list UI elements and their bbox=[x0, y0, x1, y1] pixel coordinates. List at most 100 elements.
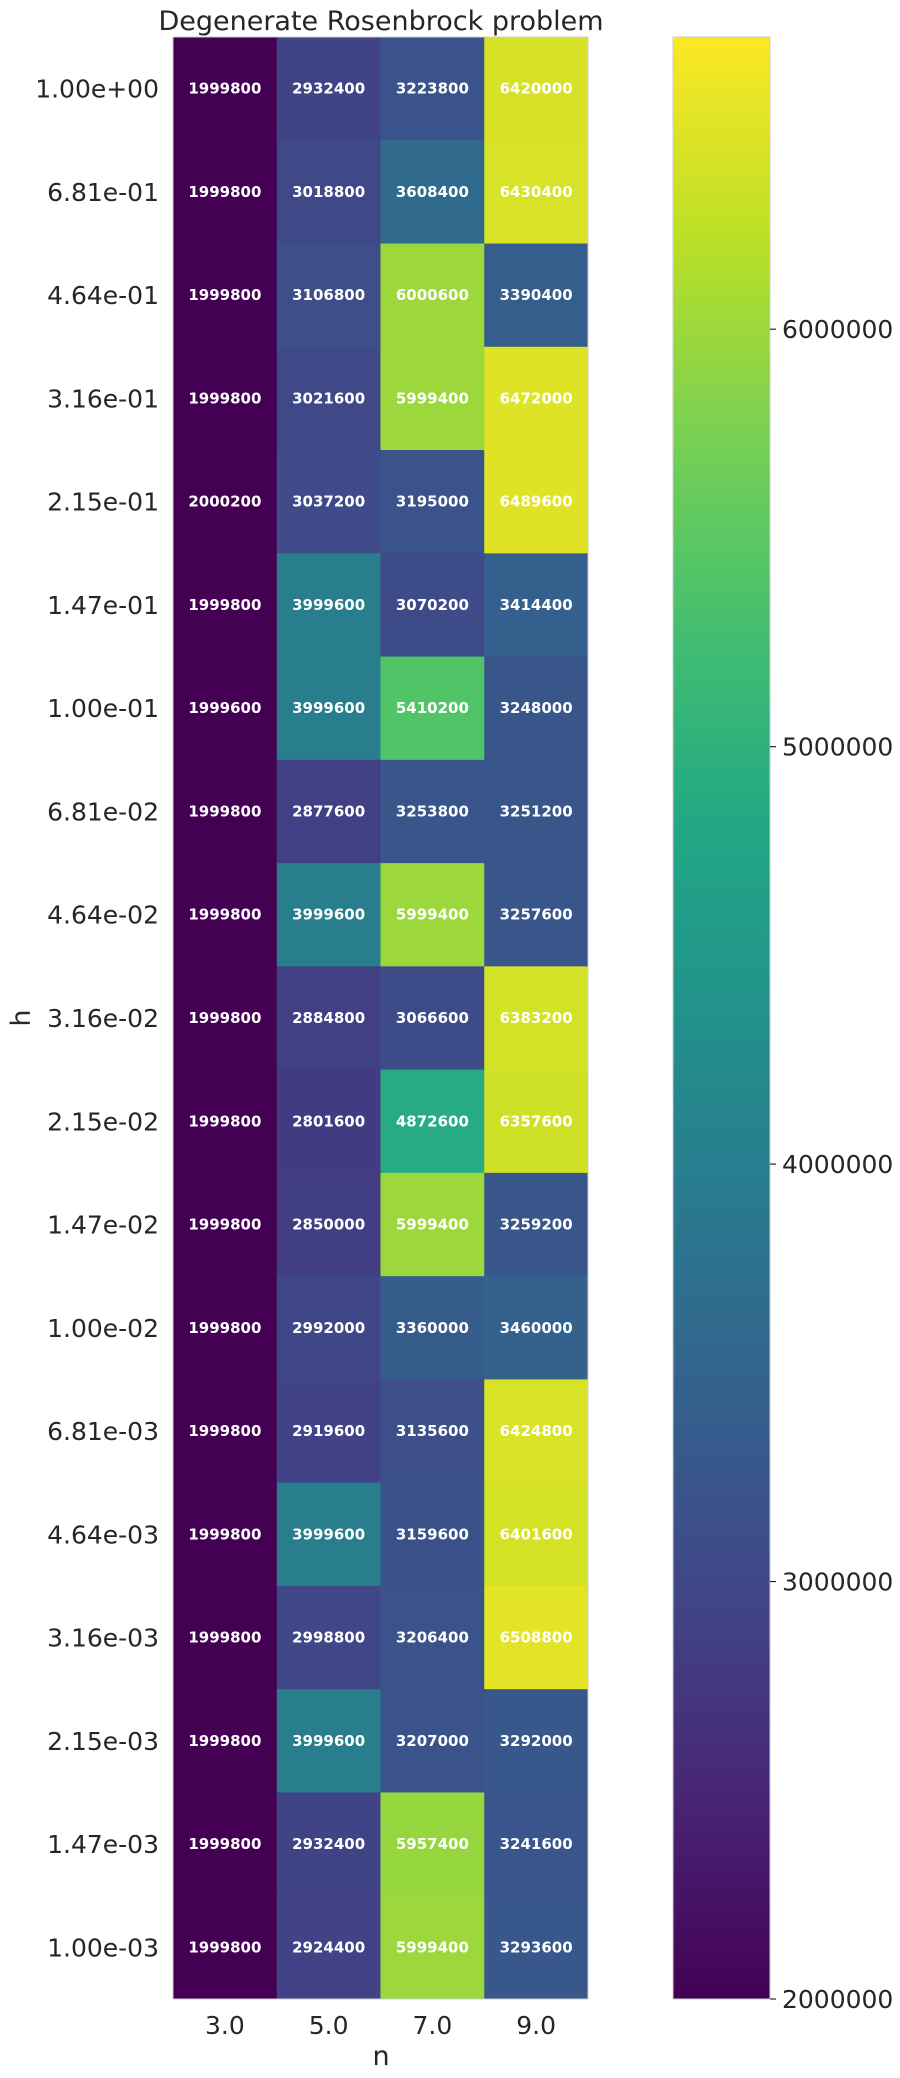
heatmap-cell bbox=[276, 863, 381, 967]
heatmap-cell bbox=[173, 1895, 278, 2000]
heatmap-cell bbox=[276, 1276, 381, 1380]
heatmap-cell bbox=[484, 1689, 589, 1793]
heatmap-cell bbox=[484, 1585, 589, 1690]
heatmap-cell bbox=[380, 346, 485, 451]
heatmap-cell bbox=[380, 1585, 485, 1690]
x-tick-label: 3.0 bbox=[205, 2011, 245, 2040]
cell-value-label: 1999800 bbox=[188, 1732, 261, 1750]
heatmap-cell bbox=[173, 346, 278, 451]
heatmap-cell bbox=[276, 346, 381, 451]
cell-value-label: 6357600 bbox=[500, 1112, 573, 1130]
cell-value-label: 3106800 bbox=[292, 286, 365, 304]
cell-value-label: 3608400 bbox=[396, 183, 469, 201]
heatmap-cell bbox=[484, 1069, 589, 1174]
heatmap-cell bbox=[173, 450, 278, 554]
cell-value-label: 6489600 bbox=[500, 493, 573, 511]
heatmap-cell bbox=[276, 37, 381, 141]
heatmap-cell bbox=[380, 863, 485, 967]
cell-value-label: 3257600 bbox=[500, 906, 573, 924]
y-tick-label: 6.81e-03 bbox=[47, 1417, 159, 1446]
heatmap-cell bbox=[380, 450, 485, 554]
cell-value-label: 4872600 bbox=[396, 1112, 469, 1130]
cell-value-label: 3414400 bbox=[500, 596, 573, 614]
heatmap-cell bbox=[173, 1792, 278, 1897]
y-tick-label: 6.81e-02 bbox=[47, 797, 159, 826]
heatmap-cell bbox=[380, 966, 485, 1071]
heatmap-cell bbox=[173, 1585, 278, 1690]
heatmap-cell bbox=[380, 656, 485, 761]
heatmap-cell bbox=[173, 553, 278, 658]
cell-value-label: 3223800 bbox=[396, 80, 469, 98]
heatmap-cell bbox=[380, 759, 485, 864]
cell-value-label: 3999600 bbox=[292, 906, 365, 924]
cell-value-label: 1999800 bbox=[188, 1938, 261, 1956]
cell-value-label: 6508800 bbox=[500, 1629, 573, 1647]
x-axis-label: n bbox=[372, 2041, 389, 2072]
heatmap-cell bbox=[484, 1792, 589, 1897]
heatmap-cell bbox=[484, 863, 589, 967]
heatmap-cell bbox=[484, 966, 589, 1071]
heatmap-cell bbox=[276, 553, 381, 658]
cell-value-label: 2000200 bbox=[188, 493, 261, 511]
y-axis-label: h bbox=[6, 1009, 37, 1026]
heatmap-cell bbox=[380, 553, 485, 658]
chart-title: Degenerate Rosenbrock problem bbox=[158, 6, 603, 37]
cell-value-label: 1999800 bbox=[188, 596, 261, 614]
cell-value-label: 1999800 bbox=[188, 1112, 261, 1130]
heatmap-cell bbox=[173, 863, 278, 967]
y-tick-label: 1.00e-02 bbox=[47, 1314, 159, 1343]
heatmap-cell bbox=[173, 656, 278, 761]
heatmap-cell bbox=[484, 553, 589, 658]
heatmap-cell bbox=[173, 1172, 278, 1277]
cell-value-label: 5999400 bbox=[396, 906, 469, 924]
colorbar-tick-label: 5000000 bbox=[782, 733, 893, 762]
cell-value-label: 1999800 bbox=[188, 1629, 261, 1647]
y-tick-label: 3.16e-02 bbox=[47, 1004, 159, 1033]
cell-value-label: 1999600 bbox=[188, 699, 261, 717]
heatmap-cell bbox=[380, 1482, 485, 1587]
cell-value-label: 2877600 bbox=[292, 802, 365, 820]
heatmap-cell bbox=[484, 1276, 589, 1380]
cell-value-label: 6430400 bbox=[500, 183, 573, 201]
heatmap-cell bbox=[173, 1276, 278, 1380]
cell-value-label: 3066600 bbox=[396, 1009, 469, 1027]
cell-value-label: 2850000 bbox=[292, 1216, 365, 1234]
heatmap-cell-labels: 1999800 2932400 3223800 6420000 1999800 30188… bbox=[188, 80, 572, 1957]
y-tick-label: 1.47e-03 bbox=[47, 1830, 159, 1859]
heatmap-cell bbox=[380, 140, 485, 245]
heatmap-cell bbox=[484, 1895, 589, 2000]
cell-value-label: 3159600 bbox=[396, 1525, 469, 1543]
cell-value-label: 3293600 bbox=[500, 1938, 573, 1956]
heatmap-cell bbox=[276, 1895, 381, 2000]
cell-value-label: 3390400 bbox=[500, 286, 573, 304]
cell-value-label: 3292000 bbox=[500, 1732, 573, 1750]
cell-value-label: 5999400 bbox=[396, 389, 469, 407]
heatmap-cell bbox=[484, 346, 589, 451]
cell-value-label: 3253800 bbox=[396, 802, 469, 820]
cell-value-label: 3037200 bbox=[292, 493, 365, 511]
y-tick-label: 4.64e-01 bbox=[47, 281, 159, 310]
cell-value-label: 1999800 bbox=[188, 389, 261, 407]
colorbar-tick-label: 4000000 bbox=[782, 1150, 893, 1179]
heatmap-cell bbox=[173, 1069, 278, 1174]
y-tick-label: 2.15e-03 bbox=[47, 1727, 159, 1756]
cell-value-label: 3460000 bbox=[500, 1319, 573, 1337]
cell-value-label: 3135600 bbox=[396, 1422, 469, 1440]
cell-value-label: 3360000 bbox=[396, 1319, 469, 1337]
cell-value-label: 1999800 bbox=[188, 1319, 261, 1337]
y-tick-label: 1.00e+00 bbox=[35, 75, 159, 104]
cell-value-label: 1999800 bbox=[188, 183, 261, 201]
heatmap-cell bbox=[380, 1792, 485, 1897]
cell-value-label: 3259200 bbox=[500, 1216, 573, 1234]
cell-value-label: 1999800 bbox=[188, 1216, 261, 1234]
cell-value-label: 1999800 bbox=[188, 286, 261, 304]
cell-value-label: 1999800 bbox=[188, 1009, 261, 1027]
cell-value-label: 2932400 bbox=[292, 1835, 365, 1853]
colorbar-ticks: 2000000 3000000 4000000 5000000 6000000 bbox=[770, 315, 893, 2014]
y-tick-label: 1.47e-02 bbox=[47, 1211, 159, 1240]
x-tick-label: 5.0 bbox=[309, 2011, 349, 2040]
heatmap-cell bbox=[276, 656, 381, 761]
y-tick-label: 2.15e-02 bbox=[47, 1107, 159, 1136]
cell-value-label: 1999800 bbox=[188, 1835, 261, 1853]
